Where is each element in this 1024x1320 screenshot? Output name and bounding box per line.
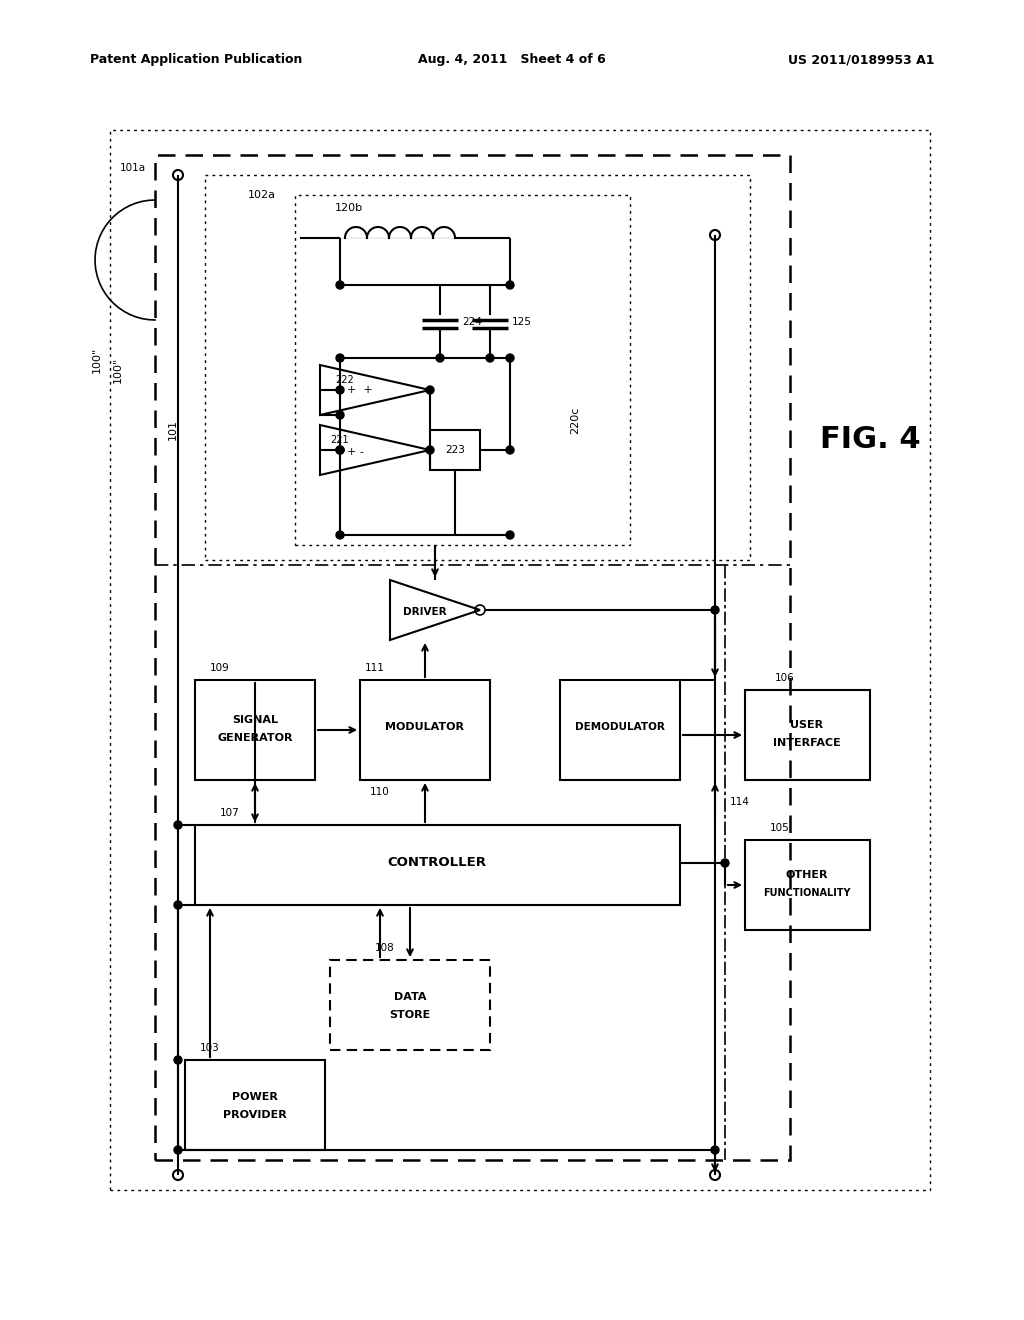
Circle shape xyxy=(506,281,514,289)
Text: MODULATOR: MODULATOR xyxy=(385,722,465,733)
Text: 224: 224 xyxy=(462,317,482,327)
Text: 125: 125 xyxy=(512,317,531,327)
Text: INTERFACE: INTERFACE xyxy=(773,738,841,748)
Circle shape xyxy=(336,281,344,289)
Bar xyxy=(155,154,790,1160)
Text: + -: + - xyxy=(346,447,364,457)
Text: SIGNAL: SIGNAL xyxy=(232,715,278,725)
Circle shape xyxy=(174,902,182,909)
Text: 101: 101 xyxy=(168,420,178,441)
Text: US 2011/0189953 A1: US 2011/0189953 A1 xyxy=(787,54,934,66)
Text: GENERATOR: GENERATOR xyxy=(217,733,293,743)
Text: 106: 106 xyxy=(775,673,795,682)
Circle shape xyxy=(436,354,444,362)
Bar xyxy=(185,1060,325,1150)
Bar xyxy=(360,680,490,780)
Text: 105: 105 xyxy=(770,822,790,833)
Circle shape xyxy=(721,859,729,867)
Circle shape xyxy=(336,446,344,454)
Bar xyxy=(745,840,870,931)
Text: 103: 103 xyxy=(200,1043,220,1053)
Text: CONTROLLER: CONTROLLER xyxy=(387,857,486,870)
Circle shape xyxy=(506,531,514,539)
Text: DRIVER: DRIVER xyxy=(403,607,446,616)
Text: OTHER: OTHER xyxy=(785,870,828,880)
Circle shape xyxy=(426,446,434,454)
Bar xyxy=(430,430,480,470)
Circle shape xyxy=(711,1146,719,1154)
Text: 222: 222 xyxy=(336,375,354,385)
Text: USER: USER xyxy=(791,719,823,730)
Circle shape xyxy=(336,385,344,393)
Text: 108: 108 xyxy=(375,942,395,953)
Bar xyxy=(560,680,680,780)
Text: DEMODULATOR: DEMODULATOR xyxy=(575,722,665,733)
Text: 109: 109 xyxy=(210,663,229,673)
Text: PROVIDER: PROVIDER xyxy=(223,1110,287,1119)
Text: FIG. 4: FIG. 4 xyxy=(819,425,921,454)
Text: POWER: POWER xyxy=(232,1092,278,1102)
Bar xyxy=(195,825,680,906)
Text: 120b: 120b xyxy=(335,203,364,213)
Text: 221: 221 xyxy=(331,436,349,445)
Circle shape xyxy=(506,446,514,454)
Circle shape xyxy=(174,1146,182,1154)
Text: FUNCTIONALITY: FUNCTIONALITY xyxy=(763,888,851,898)
Circle shape xyxy=(336,354,344,362)
Bar xyxy=(330,960,490,1049)
Circle shape xyxy=(711,606,719,614)
Bar xyxy=(110,129,930,1191)
Text: 100": 100" xyxy=(92,347,102,374)
Text: 223: 223 xyxy=(445,445,465,455)
Circle shape xyxy=(174,821,182,829)
Circle shape xyxy=(336,531,344,539)
Bar xyxy=(295,195,630,545)
Circle shape xyxy=(426,385,434,393)
Text: 114: 114 xyxy=(730,797,750,807)
Bar xyxy=(745,690,870,780)
Text: 102a: 102a xyxy=(248,190,276,201)
Text: 107: 107 xyxy=(220,808,240,818)
Text: 111: 111 xyxy=(366,663,385,673)
Text: +  +: + + xyxy=(347,385,373,395)
Text: 110: 110 xyxy=(370,787,390,797)
Text: Aug. 4, 2011   Sheet 4 of 6: Aug. 4, 2011 Sheet 4 of 6 xyxy=(418,54,606,66)
Text: Patent Application Publication: Patent Application Publication xyxy=(90,54,302,66)
Text: STORE: STORE xyxy=(389,1010,431,1020)
Circle shape xyxy=(174,1056,182,1064)
Text: 220c: 220c xyxy=(570,407,580,434)
Circle shape xyxy=(506,354,514,362)
Bar xyxy=(195,680,315,780)
Text: 101a: 101a xyxy=(120,162,146,173)
Text: 100": 100" xyxy=(113,356,123,383)
Circle shape xyxy=(336,446,344,454)
Circle shape xyxy=(486,354,494,362)
Bar xyxy=(205,176,750,560)
Text: DATA: DATA xyxy=(394,993,426,1002)
Circle shape xyxy=(336,411,344,418)
